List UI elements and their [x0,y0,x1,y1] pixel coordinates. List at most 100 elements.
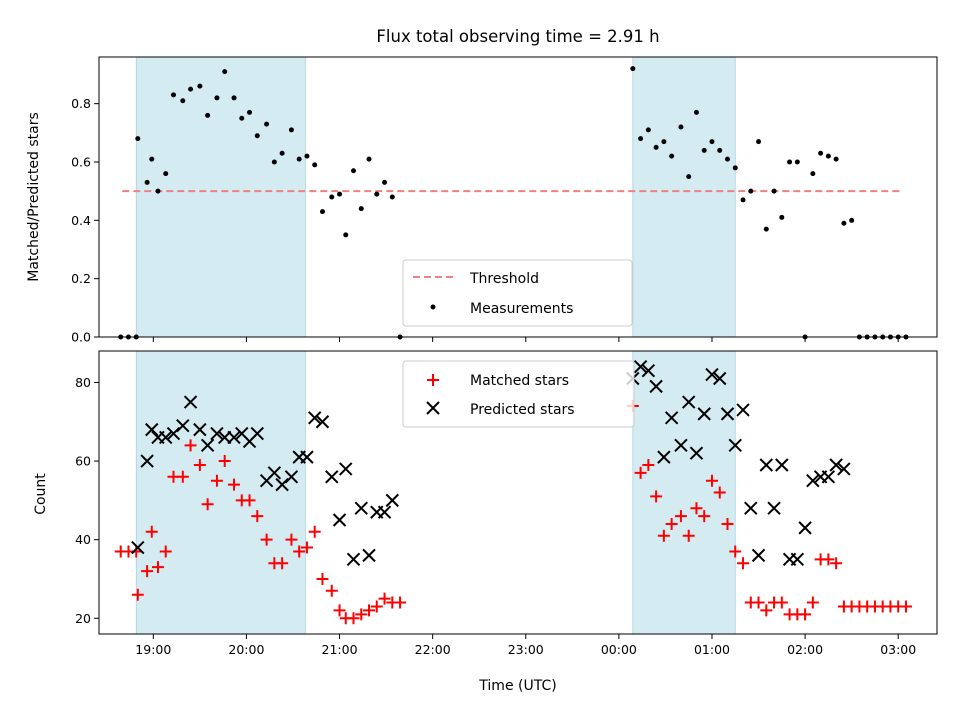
predicted-star-point [664,411,679,425]
matched-star-point [355,608,368,621]
matched-star-point [899,600,912,613]
chart-title: Flux total observing time = 2.91 h [376,27,659,46]
matched-star-point [705,474,718,487]
matched-star-point [822,553,835,566]
bottom-axes-frame [98,350,938,635]
matched-star-point [176,470,189,483]
measurement-point [686,174,692,180]
predicted-legend-label: Predicted stars [470,402,575,418]
matched-star-point [799,608,812,621]
measurement-point [794,159,800,165]
predicted-star-point [300,450,314,464]
matched-star-point [650,490,663,503]
bottom-plot-data [114,360,912,625]
top-x-ticks [152,337,899,342]
x-tick-label: 22:00 [415,642,451,657]
matched-star-point [285,533,298,546]
predicted-star-point [385,493,400,508]
measurement-point [669,153,675,159]
matched-star-point [657,529,670,542]
measurement-point [247,109,253,115]
predicted-legend-swatch [426,401,440,415]
predicted-star-point [166,426,181,441]
predicted-star-point [657,450,671,464]
y-tick-label: 60 [75,454,91,469]
predicted-star-point [790,552,805,567]
x-tick-label: 23:00 [508,642,544,657]
measurement-point [343,232,349,238]
y-tick-label: 0.8 [71,96,91,111]
top-panel: 0.00.20.40.60.8 Matched/Predicted stars … [26,56,938,345]
predicted-star-point [145,422,159,437]
predicted-star-point [728,438,742,453]
shaded-interval-1 [632,56,736,338]
matched-star-point [325,584,338,597]
predicted-star-point [250,426,264,441]
top-plot-data [118,66,909,340]
matched-star-point [721,517,734,530]
matched-star-point [698,510,711,523]
measurement-point [693,109,699,115]
matched-star-point [145,525,158,538]
y-tick-label: 40 [75,532,91,547]
matched-star-point [218,455,231,468]
predicted-star-point [193,422,207,437]
measurement-point [163,171,169,177]
matched-star-point [665,517,678,530]
top-shaded-intervals [135,56,736,338]
matched-star-point [347,612,360,625]
predicted-star-point [720,407,735,421]
measurement-point [264,121,270,127]
measurement-point [149,156,155,162]
measurement-point [144,179,150,185]
measurement-point [701,147,707,153]
measurement-point [231,95,237,101]
matched-star-point [130,545,143,558]
predicted-star-point [227,430,241,445]
predicted-star-point [377,505,392,519]
measurement-point [787,159,793,165]
predicted-star-point [689,446,704,460]
y-tick-label: 0.2 [71,271,91,286]
matched-star-point [775,596,788,609]
matched-star-point [674,510,687,523]
matched-star-point [151,561,164,574]
matched-star-point [806,596,819,609]
predicted-star-point [315,415,330,429]
y-tick-label: 20 [75,611,91,626]
x-tick-label: 00:00 [601,642,637,657]
x-tick-label: 01:00 [694,642,730,657]
predicted-star-point [325,470,339,484]
measurement-point [732,165,738,171]
matched-legend-swatch [427,374,439,386]
bottom-y-axis-label: Count [33,473,49,515]
measurement-point [170,92,176,98]
top-y-ticks: 0.0 0.2 0.4 0.6 0.8 [71,96,99,345]
predicted-star-point [183,395,198,409]
measurement-point [239,115,245,121]
measurement-point [214,95,220,101]
x-tick-label: 21:00 [322,642,358,657]
predicted-star-point [275,477,289,492]
measurement-point [188,86,194,92]
matched-star-point [243,494,256,507]
predicted-star-point [806,474,820,488]
measurements-legend-swatch [430,304,436,310]
measurement-point [337,191,343,197]
measurement-point [366,156,372,162]
measurement-point [296,156,302,162]
bottom-x-ticks: 19:00 20:00 21:00 22:00 23:00 00:00 01:00 02:00… [135,634,916,657]
matched-star-point [370,600,383,613]
measurement-point [661,139,667,145]
measurement-point [810,171,816,177]
y-tick-label: 0.6 [71,155,91,170]
predicted-star-point [775,458,789,472]
predicted-star-point [362,548,376,563]
measurement-point [638,136,644,142]
predicted-star-point [307,411,322,425]
measurement-point [645,127,651,133]
matched-star-point [394,596,407,609]
predicted-star-point [736,403,750,417]
predicted-star-point [713,371,727,386]
measurement-point [304,153,310,159]
